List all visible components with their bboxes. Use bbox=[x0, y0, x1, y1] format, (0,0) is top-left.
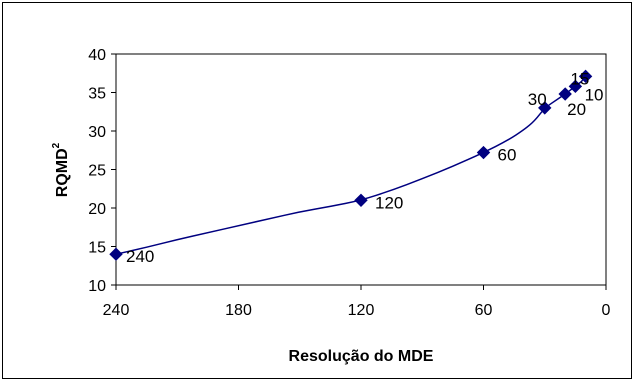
data-point-label: 30 bbox=[528, 90, 547, 109]
y-tick-label: 10 bbox=[88, 278, 106, 295]
chart-frame bbox=[2, 2, 632, 379]
x-axis-title: Resolução do MDE bbox=[289, 348, 434, 365]
data-point-label: 10 bbox=[585, 85, 604, 104]
y-axis-title-superscript: 2 bbox=[51, 142, 62, 148]
y-tick-label: 25 bbox=[88, 163, 106, 180]
data-point-marker bbox=[109, 247, 123, 261]
data-point-marker bbox=[558, 87, 572, 101]
x-tick-label: 240 bbox=[103, 302, 130, 319]
data-point-marker bbox=[476, 145, 491, 160]
data-point-marker bbox=[578, 69, 593, 84]
data-point-marker bbox=[568, 79, 583, 94]
y-axis-title: RQMD2 bbox=[51, 142, 71, 197]
x-tick-label: 120 bbox=[348, 302, 375, 319]
y-tick-label: 35 bbox=[88, 86, 106, 103]
series-markers bbox=[109, 69, 593, 261]
x-tick-label: 60 bbox=[475, 302, 493, 319]
data-point-marker bbox=[538, 101, 552, 115]
data-point-label: 120 bbox=[375, 193, 403, 212]
y-tick-label: 40 bbox=[88, 47, 106, 64]
x-axis-ticks: 240 180 120 60 0 bbox=[103, 285, 611, 319]
plot-border bbox=[115, 53, 607, 286]
y-tick-label: 15 bbox=[88, 240, 106, 257]
x-tick-label: 0 bbox=[602, 302, 611, 319]
data-point-label: 20 bbox=[567, 100, 586, 119]
y-axis-title-main: RQMD bbox=[54, 148, 71, 197]
data-point-marker bbox=[354, 193, 368, 208]
data-point-label: 15 bbox=[570, 69, 589, 88]
data-point-label: 240 bbox=[126, 247, 154, 266]
y-tick-label: 30 bbox=[88, 124, 106, 141]
plot-area bbox=[115, 53, 607, 286]
series-line bbox=[115, 74, 590, 255]
data-point-label: 60 bbox=[498, 146, 517, 165]
y-tick-label: 20 bbox=[88, 201, 106, 218]
x-tick-label: 180 bbox=[225, 302, 252, 319]
y-axis-ticks: 10 15 20 25 30 35 40 bbox=[88, 47, 116, 295]
